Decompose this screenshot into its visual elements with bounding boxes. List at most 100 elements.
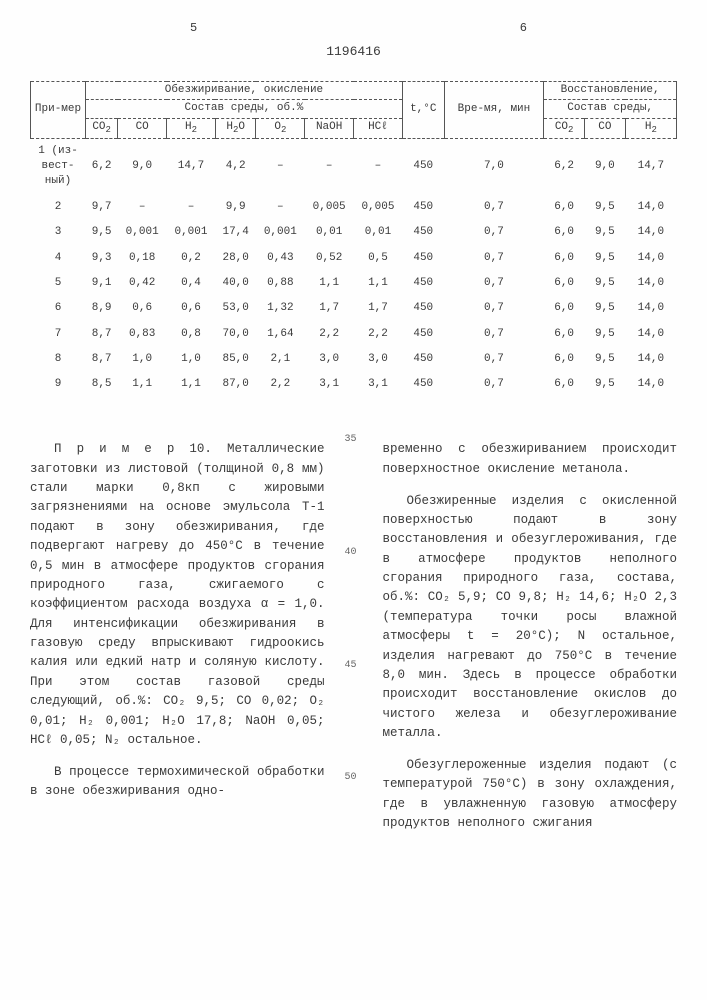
cell: 9,5 bbox=[86, 220, 118, 245]
cell: – bbox=[354, 138, 403, 195]
col-1: CO bbox=[118, 118, 167, 138]
col-10: CO bbox=[585, 118, 626, 138]
cell: 0,7 bbox=[444, 246, 544, 271]
cell: 0,6 bbox=[167, 296, 216, 321]
left-p1: П р и м е р 10. Металлические заготовки … bbox=[30, 440, 325, 750]
cell: 9,7 bbox=[86, 195, 118, 220]
cell: 6,0 bbox=[544, 372, 585, 397]
cell: 0,7 bbox=[444, 322, 544, 347]
cell: 0,8 bbox=[167, 322, 216, 347]
row-label: 7 bbox=[31, 322, 86, 347]
cell: – bbox=[256, 138, 305, 195]
table-row: 49,30,180,228,00,430,520,54500,76,09,514… bbox=[31, 246, 677, 271]
row-label: 8 bbox=[31, 347, 86, 372]
cell: 2,2 bbox=[354, 322, 403, 347]
cell: 14,0 bbox=[625, 195, 676, 220]
cell: 450 bbox=[402, 372, 444, 397]
cell: 6,0 bbox=[544, 322, 585, 347]
cell: 0,6 bbox=[118, 296, 167, 321]
row-label: 2 bbox=[31, 195, 86, 220]
line-markers: 35 40 45 50 bbox=[345, 428, 363, 846]
cell: 0,52 bbox=[305, 246, 354, 271]
cell: 0,5 bbox=[354, 246, 403, 271]
cell: 0,7 bbox=[444, 347, 544, 372]
col-vremya: Вре-мя, мин bbox=[444, 81, 544, 138]
cell: 9,1 bbox=[86, 271, 118, 296]
cell: 3,1 bbox=[305, 372, 354, 397]
cell: 450 bbox=[402, 322, 444, 347]
cell: 6,0 bbox=[544, 195, 585, 220]
cell: 3,0 bbox=[305, 347, 354, 372]
cell: 0,7 bbox=[444, 195, 544, 220]
cell: 0,005 bbox=[354, 195, 403, 220]
cell: 450 bbox=[402, 271, 444, 296]
cell: 87,0 bbox=[215, 372, 256, 397]
row-label: 4 bbox=[31, 246, 86, 271]
page-num-right: 6 bbox=[520, 20, 527, 37]
cell: 14,0 bbox=[625, 220, 676, 245]
page-num-left: 5 bbox=[190, 20, 197, 37]
cell: 9,9 bbox=[215, 195, 256, 220]
cell: 450 bbox=[402, 347, 444, 372]
cell: 0,88 bbox=[256, 271, 305, 296]
col-sostav2: Состав среды, bbox=[544, 100, 677, 118]
cell: 14,0 bbox=[625, 347, 676, 372]
cell: 0,7 bbox=[444, 372, 544, 397]
cell: 0,005 bbox=[305, 195, 354, 220]
col-vosst: Восстановление, bbox=[544, 81, 677, 99]
cell: 1,1 bbox=[354, 271, 403, 296]
cell: 6,0 bbox=[544, 347, 585, 372]
cell: 1,0 bbox=[167, 347, 216, 372]
cell: 0,42 bbox=[118, 271, 167, 296]
col-9: CO2 bbox=[544, 118, 585, 138]
cell: 1,1 bbox=[167, 372, 216, 397]
cell: 85,0 bbox=[215, 347, 256, 372]
col-4: O2 bbox=[256, 118, 305, 138]
cell: 1,1 bbox=[118, 372, 167, 397]
cell: 9,5 bbox=[585, 246, 626, 271]
cell: – bbox=[167, 195, 216, 220]
cell: 14,0 bbox=[625, 322, 676, 347]
cell: 0,43 bbox=[256, 246, 305, 271]
row-label: 3 bbox=[31, 220, 86, 245]
cell: 0,2 bbox=[167, 246, 216, 271]
table-row: 88,71,01,085,02,13,03,04500,76,09,514,0 bbox=[31, 347, 677, 372]
cell: 53,0 bbox=[215, 296, 256, 321]
col-6: HCℓ bbox=[354, 118, 403, 138]
cell: 9,0 bbox=[118, 138, 167, 195]
cell: 1,64 bbox=[256, 322, 305, 347]
left-column: П р и м е р 10. Металлические заготовки … bbox=[30, 428, 325, 846]
col-sostav: Состав среды, об.% bbox=[86, 100, 403, 118]
col-t: t,°C bbox=[402, 81, 444, 138]
cell: 3,1 bbox=[354, 372, 403, 397]
cell: 14,0 bbox=[625, 271, 676, 296]
cell: 9,0 bbox=[585, 138, 626, 195]
cell: 0,01 bbox=[305, 220, 354, 245]
col-11: H2 bbox=[625, 118, 676, 138]
col-primer: При-мер bbox=[31, 81, 86, 138]
cell: 0,7 bbox=[444, 296, 544, 321]
col-0: CO2 bbox=[86, 118, 118, 138]
cell: 14,7 bbox=[625, 138, 676, 195]
cell: 8,9 bbox=[86, 296, 118, 321]
cell: 0,83 bbox=[118, 322, 167, 347]
body-columns: П р и м е р 10. Металлические заготовки … bbox=[30, 428, 677, 846]
cell: 0,01 bbox=[354, 220, 403, 245]
cell: 0,7 bbox=[444, 271, 544, 296]
table-row: 98,51,11,187,02,23,13,14500,76,09,514,0 bbox=[31, 372, 677, 397]
cell: 6,0 bbox=[544, 296, 585, 321]
cell: 1,32 bbox=[256, 296, 305, 321]
cell: 9,3 bbox=[86, 246, 118, 271]
cell: 9,5 bbox=[585, 296, 626, 321]
row-label: 1 (из-вест-ный) bbox=[31, 138, 86, 195]
right-p2: Обезжиренные изделия с окисленной поверх… bbox=[383, 492, 678, 744]
cell: 450 bbox=[402, 220, 444, 245]
cell: 0,18 bbox=[118, 246, 167, 271]
cell: 9,5 bbox=[585, 220, 626, 245]
col-obzh: Обезжиривание, окисление bbox=[86, 81, 403, 99]
table-row: 29,7––9,9–0,0050,0054500,76,09,514,0 bbox=[31, 195, 677, 220]
row-label: 9 bbox=[31, 372, 86, 397]
cell: – bbox=[256, 195, 305, 220]
left-p2: В процессе термохимической обработки в з… bbox=[30, 763, 325, 802]
row-label: 5 bbox=[31, 271, 86, 296]
